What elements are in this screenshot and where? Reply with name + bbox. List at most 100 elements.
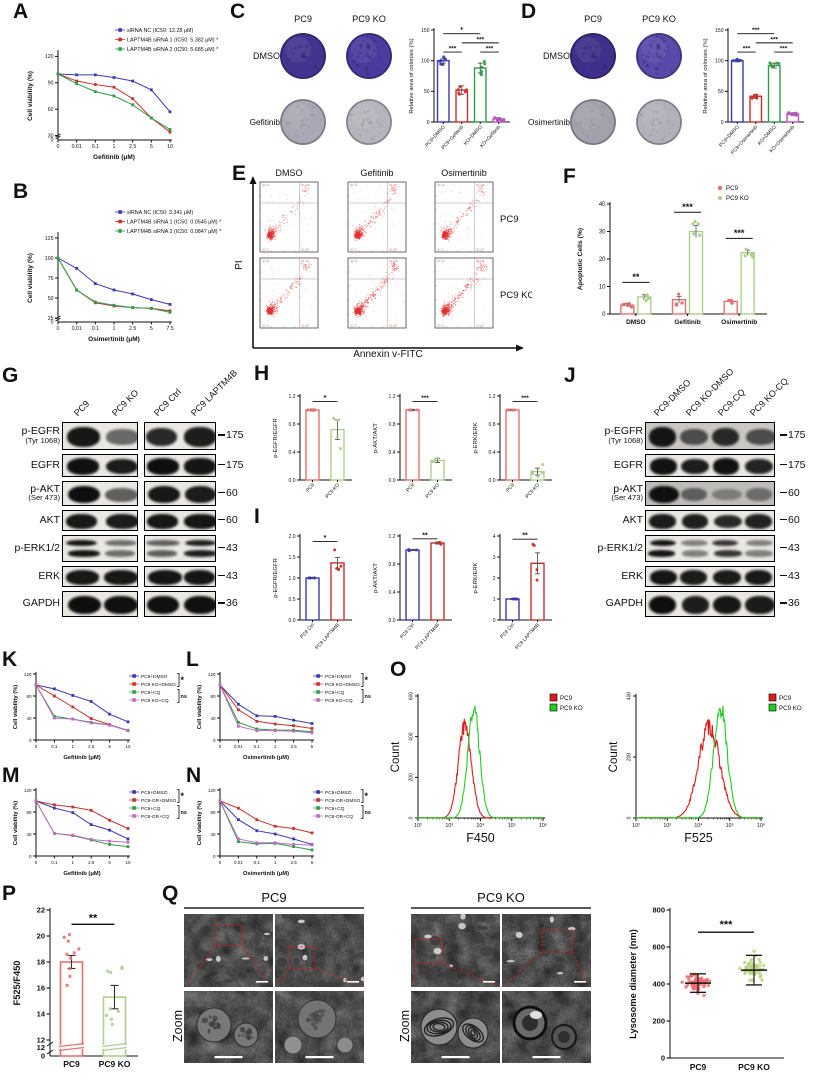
- svg-text:40: 40: [26, 832, 32, 837]
- panel-E-flow-cytometry: DMSO Gefitinib Osimertinib PC9 PC9 KO PI Annex…: [232, 166, 532, 358]
- svg-text:0: 0: [35, 860, 38, 865]
- scatter-chart-svg: 0 200 400 600 800 PC9 PC9 KO *** Lysosome diamet…: [628, 905, 784, 1072]
- svg-text:Osimertinib: Osimertinib: [441, 168, 487, 178]
- panel-M-chart: 0 40 80 120 0 0.1 1 2.5 5 10 Gefitinib (μM) Cell vi…: [10, 778, 192, 892]
- bar-chart-svg: 0.0 0.5 1.0 1.5 2.0 PC9 Ctrl PC9 LAPTM4B * p-EGF…: [273, 534, 352, 651]
- blot-band: [66, 570, 99, 585]
- svg-text:Q1-UL: Q1-UL: [437, 259, 445, 263]
- panel-label-P: P: [2, 882, 17, 905]
- svg-text:siRNA NC (IC50: 12.28 μM): siRNA NC (IC50: 12.28 μM): [127, 28, 194, 34]
- svg-text:1.2: 1.2: [489, 394, 496, 400]
- svg-text:Osimertinib (μM): Osimertinib (μM): [88, 336, 140, 343]
- panel-H-chart-2: 0.0 0.4 0.8 1.2 PC9 PC9 KO *** p-AKT/AKT: [366, 376, 466, 518]
- bar-chart-svg: 0.0 0.4 0.8 1.2 PC9 PC9 KO *** p-ERK/ERK: [473, 394, 552, 500]
- blot-band: [649, 458, 677, 475]
- blot-row-strip: [645, 566, 775, 587]
- blot-band: [649, 595, 676, 615]
- svg-text:ns: ns: [181, 694, 187, 700]
- line-chart-svg: 0 40 80 120 0 0.01 0.1 1 2.5 5 Osimertinib (μM) Cel…: [197, 788, 371, 877]
- bar-chart-svg: 0.0 0.4 0.8 1.2 PC9 PC9 KO * p-EGFR/EGFR: [273, 394, 352, 500]
- svg-text:PC9 KO: PC9 KO: [99, 1059, 131, 1069]
- tem-group-header: PC9 KO: [477, 890, 525, 905]
- svg-text:40: 40: [26, 716, 32, 721]
- tem-image: [184, 991, 273, 1063]
- panel-L-chart: 0 40 80 120 0 0.01 0.1 1 2.5 5 Osimertinib (μM) Cel…: [194, 662, 376, 776]
- svg-text:Q1-UL: Q1-UL: [262, 183, 270, 187]
- svg-text:PC9 KO+CQ: PC9 KO+CQ: [141, 698, 169, 704]
- svg-text:PC9 LAPTM4B: PC9 LAPTM4B: [514, 622, 541, 651]
- svg-text:***: ***: [421, 395, 429, 402]
- svg-text:5: 5: [311, 744, 314, 749]
- tem-image: [502, 991, 591, 1063]
- svg-text:PC9: PC9: [294, 14, 312, 24]
- blot-protein-label: ERK: [621, 569, 643, 582]
- panel-K-chart: 0 40 80 120 0 0.1 1 2.5 5 10 Gefitinib (μM) Cell vi…: [10, 662, 192, 776]
- blot-row-strip: [62, 566, 138, 587]
- svg-text:2.5: 2.5: [290, 860, 297, 865]
- svg-text:0.8: 0.8: [389, 422, 396, 428]
- svg-text:p-ERK/ERK: p-ERK/ERK: [473, 422, 479, 453]
- svg-text:60: 60: [48, 107, 54, 113]
- svg-text:PC9+DMSO: PC9+DMSO: [325, 790, 352, 796]
- svg-text:PC9 KO: PC9 KO: [726, 195, 749, 202]
- blot-mw-marker: 43: [218, 570, 238, 582]
- blot-row-strip: [645, 422, 775, 450]
- panel-C-bar-chart: 0 50 100 150 PC9+DMSO PC9+Gefitinib KO+DMSO KO+…: [404, 6, 516, 168]
- blot-row-strip: [62, 591, 138, 617]
- svg-text:30: 30: [599, 230, 606, 236]
- blot-lane-label: PC9 KO-CQ: [747, 375, 791, 418]
- svg-text:Q1-LR: Q1-LR: [476, 248, 484, 252]
- blot-row-strip: [144, 566, 216, 587]
- blot-band: [745, 428, 774, 446]
- svg-text:0: 0: [51, 320, 54, 326]
- panel-label-O: O: [390, 658, 407, 681]
- bar-chart-svg: 050100150PC9+DMSOPC9+GefitinibKO+DMSOKO+…: [409, 27, 510, 151]
- svg-text:1.2: 1.2: [389, 534, 396, 540]
- svg-text:5: 5: [150, 144, 153, 150]
- blot-band: [713, 550, 743, 557]
- svg-text:*: *: [324, 395, 327, 402]
- svg-text:***: ***: [521, 395, 529, 402]
- blot-band: [745, 539, 773, 547]
- blot-band: [184, 514, 215, 529]
- blot-row-strip: [645, 535, 775, 562]
- svg-text:PI: PI: [234, 260, 245, 269]
- blot-lane-label: PC9: [71, 398, 92, 418]
- svg-text:2.5: 2.5: [88, 744, 95, 749]
- panel-A-chart: 30 60 90 120 0 0 0.01 0.1 1 2.5 5 10 Gefitinib (μM) C…: [20, 22, 258, 180]
- svg-text:Q1-LL: Q1-LL: [350, 248, 358, 252]
- svg-text:0.1: 0.1: [51, 744, 58, 749]
- panel-O-histogram-F525: 0 200 400 10² 10³ 10⁴ 10⁵ 10⁶ PC9 PC9 KO F525 Count: [602, 684, 812, 856]
- svg-text:800: 800: [652, 905, 665, 914]
- colony-assay-svg: PC9 PC9 KO DMSO Gefitinib: [250, 14, 392, 145]
- svg-text:LAPTM4B siRNA 2 (IC50: 5.685 μ: LAPTM4B siRNA 2 (IC50: 5.685 μM) *: [127, 47, 219, 53]
- svg-text:600: 600: [409, 692, 415, 701]
- panel-N-chart: 0 40 80 120 0 0.01 0.1 1 2.5 5 Osimertinib (μM) Cel…: [194, 778, 376, 892]
- svg-text:Q1-UL: Q1-UL: [350, 183, 358, 187]
- svg-text:KO+DMSO: KO+DMSO: [463, 124, 484, 146]
- blot-band: [681, 539, 708, 547]
- panel-G-western-blot: PC9 PC9 KO PC9 Ctrl PC9 LAPTM4B p-EGFR (Tyr 1…: [8, 368, 250, 622]
- svg-text:2.0: 2.0: [289, 534, 296, 540]
- svg-text:0.1: 0.1: [92, 144, 99, 150]
- svg-text:1: 1: [113, 144, 116, 150]
- svg-text:1: 1: [72, 744, 75, 749]
- blot-band: [184, 427, 215, 447]
- svg-text:PC9 KO: PC9 KO: [500, 290, 532, 301]
- svg-text:PC9: PC9: [505, 482, 516, 493]
- svg-text:1: 1: [72, 860, 75, 865]
- svg-text:Gefitinib (μM): Gefitinib (μM): [63, 871, 100, 877]
- blot-band: [184, 550, 215, 557]
- blot-row-strip: [645, 481, 775, 506]
- blot-row-strip: [645, 591, 775, 617]
- line-chart-svg: 30 60 90 120 00 0.01 0.1 1 2.5 5 10 Gefitinib (μM) C…: [27, 28, 219, 161]
- blot-protein-label: ERK: [38, 569, 60, 582]
- svg-text:PC9 Ctrl: PC9 Ctrl: [299, 622, 316, 640]
- tem-image: [411, 914, 500, 987]
- svg-text:0: 0: [427, 120, 430, 126]
- svg-text:0.0: 0.0: [289, 478, 296, 484]
- blot-band: [680, 428, 709, 446]
- svg-text:2: 2: [493, 576, 496, 582]
- blot-row-strip: [144, 454, 216, 477]
- panel-F-chart: 0 10 20 30 40 DMSO ** Gefitinib *** Osimertinib **…: [570, 178, 812, 350]
